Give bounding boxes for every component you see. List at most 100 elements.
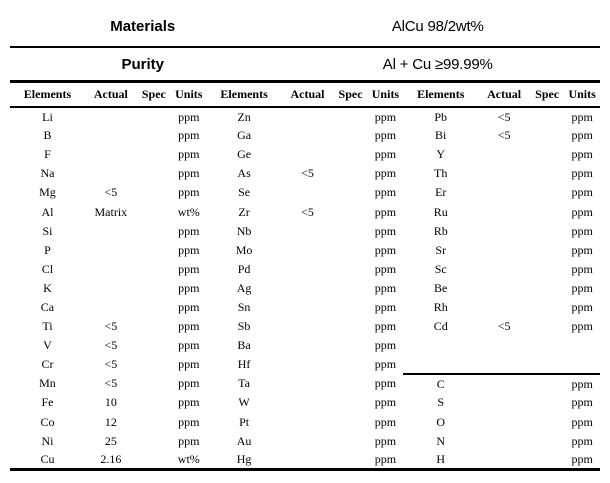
element-cell: Th xyxy=(434,166,448,181)
element-cell: Cu xyxy=(10,450,85,472)
purity-row: Purity Al + Cu ≥99.99% xyxy=(10,48,600,83)
actual-cell xyxy=(282,279,334,298)
element-cell: Se xyxy=(238,185,251,200)
units-cell: ppm xyxy=(374,204,397,219)
element-cell: Ga xyxy=(237,128,252,143)
actual-cell xyxy=(478,450,531,472)
table-row: V <5 ppm Ba ppm xyxy=(10,336,600,355)
spec-cell xyxy=(530,432,564,451)
spec-cell xyxy=(137,164,171,183)
purity-label: Purity xyxy=(121,55,164,73)
element-cell: Na xyxy=(40,166,55,181)
element-cell: N xyxy=(436,433,446,448)
element-cell: Zr xyxy=(238,204,250,219)
column-header: Elements xyxy=(403,83,479,108)
actual-cell xyxy=(478,183,530,202)
element-cell: Nb xyxy=(236,223,252,238)
element-cell: Sr xyxy=(435,242,447,257)
units-cell: ppm xyxy=(571,109,593,124)
actual-cell: 2.16 xyxy=(84,450,137,472)
element-cell: Sc xyxy=(434,261,447,276)
spec-cell xyxy=(137,222,171,241)
units-cell: ppm xyxy=(374,109,397,124)
element-cell: W xyxy=(238,395,250,410)
element-cell: Au xyxy=(236,433,252,448)
units-cell: ppm xyxy=(374,242,397,257)
column-header: Units xyxy=(564,83,600,108)
element-cell: Co xyxy=(40,414,55,429)
element-cell: As xyxy=(237,166,251,181)
element-cell: Ca xyxy=(40,299,55,314)
units-cell: ppm xyxy=(178,261,200,276)
spec-cell xyxy=(137,202,171,221)
units-cell: ppm xyxy=(374,338,397,353)
actual-cell xyxy=(478,241,530,260)
element-cell: Cd xyxy=(433,319,448,334)
spec-cell xyxy=(137,183,171,202)
element-cell: Mn xyxy=(39,376,56,391)
actual-cell: <5 xyxy=(497,109,511,124)
element-cell: Mo xyxy=(235,242,253,257)
element-cell: Bi xyxy=(435,128,447,143)
units-cell: ppm xyxy=(571,433,593,448)
table-row: Cl ppm Pd ppm Sc ppm xyxy=(10,260,600,279)
actual-cell: <5 xyxy=(104,376,118,391)
spec-cell xyxy=(530,145,564,164)
column-header: Units xyxy=(367,83,404,108)
spec-cell xyxy=(530,413,564,432)
table-row: Ti <5 ppm Sb ppm Cd <5 ppm xyxy=(10,317,600,336)
units-cell: ppm xyxy=(178,280,200,295)
actual-cell xyxy=(282,355,334,374)
spec-cell xyxy=(333,260,367,279)
column-header: Units xyxy=(170,83,207,108)
units-cell: ppm xyxy=(571,223,593,238)
units-cell: ppm xyxy=(374,376,397,391)
element-cell: Ta xyxy=(238,376,250,391)
spec-cell xyxy=(530,183,564,202)
actual-cell: <5 xyxy=(301,204,314,219)
spec-cell xyxy=(333,317,367,336)
element-cell: Cr xyxy=(41,357,54,372)
actual-cell xyxy=(85,222,137,241)
element-cell: Sb xyxy=(237,319,251,334)
units-cell: ppm xyxy=(571,261,593,276)
element-cell: Ni xyxy=(41,433,54,448)
element-cell: P xyxy=(44,242,51,257)
element-cell: Pt xyxy=(239,414,250,429)
actual-cell: 10 xyxy=(104,395,117,410)
column-header: Actual xyxy=(478,83,531,108)
table-row: Al Matrix wt% Zr <5 ppm Ru ppm xyxy=(10,202,600,221)
element-cell: Er xyxy=(435,185,447,200)
actual-cell xyxy=(282,413,334,432)
spec-cell xyxy=(137,336,171,355)
spec-cell xyxy=(137,241,171,260)
spec-cell xyxy=(333,336,367,355)
elements-table: Elements Actual Spec Units Elements Actu… xyxy=(10,83,600,472)
actual-cell xyxy=(85,107,137,126)
units-cell xyxy=(564,355,600,374)
units-cell: ppm xyxy=(374,319,397,334)
units-cell: ppm xyxy=(374,128,397,143)
spec-cell xyxy=(530,202,564,221)
units-cell: ppm xyxy=(178,166,200,181)
spec-cell xyxy=(333,126,367,145)
spec-cell xyxy=(333,450,368,472)
spec-cell xyxy=(136,450,171,472)
actual-cell xyxy=(478,164,530,183)
units-cell: ppm xyxy=(178,128,200,143)
actual-cell xyxy=(282,126,334,145)
actual-cell xyxy=(478,413,530,432)
actual-cell: <5 xyxy=(104,185,118,200)
element-cell: Hf xyxy=(237,357,251,372)
spec-cell xyxy=(333,393,367,412)
actual-cell xyxy=(85,145,137,164)
units-cell: ppm xyxy=(374,414,397,429)
units-cell: ppm xyxy=(178,185,200,200)
units-cell: ppm xyxy=(374,395,397,410)
actual-cell xyxy=(478,222,530,241)
